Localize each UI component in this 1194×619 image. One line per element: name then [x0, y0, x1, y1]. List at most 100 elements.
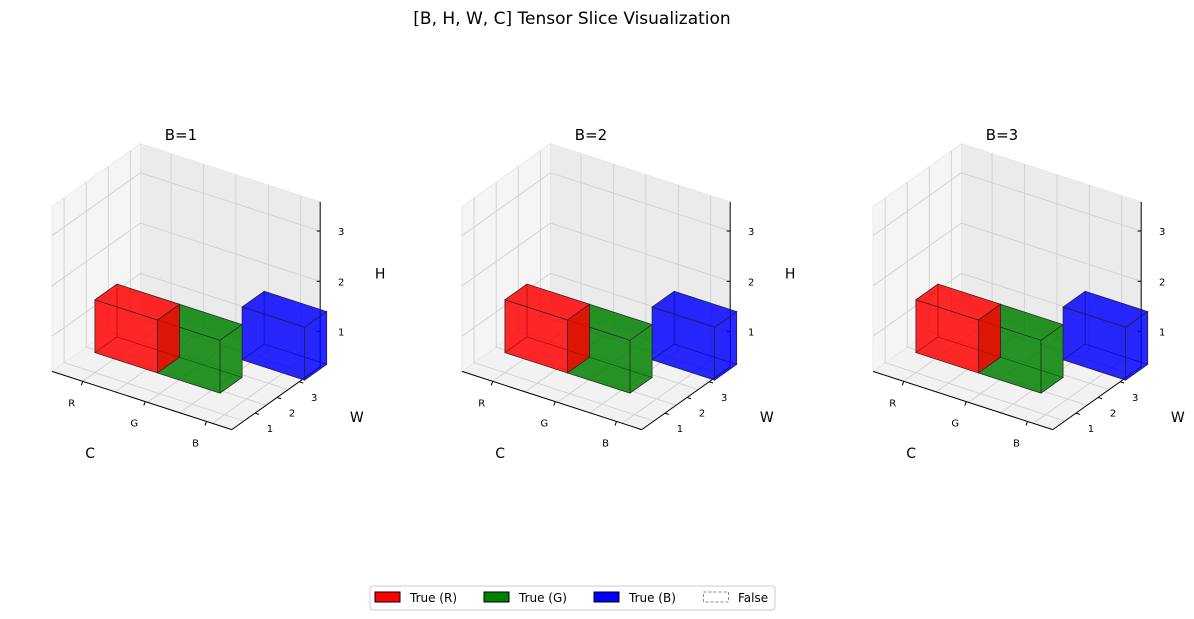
w-axis-label: W: [760, 410, 774, 426]
h-tick-label: 2: [748, 277, 754, 288]
c-tick-label: R: [889, 398, 896, 409]
w-tick-label: 3: [721, 393, 727, 404]
legend-swatch: [703, 591, 729, 603]
panel-title: B=2: [575, 126, 607, 144]
h-tick-label: 1: [338, 328, 344, 339]
legend-swatch: [593, 591, 620, 603]
panel-2: B=2 R G B 1 2 3 1 2 3 C W H: [461, 126, 796, 462]
legend-swatch: [374, 591, 401, 603]
c-axis-line: [872, 370, 1053, 431]
voxels: [504, 283, 738, 394]
gridline: [51, 222, 321, 287]
w-tick-label: 2: [1110, 408, 1116, 419]
legend-item: True (G): [483, 591, 567, 605]
voxel-face: [94, 283, 181, 321]
panel-title: B=1: [165, 126, 197, 144]
w-tick-mark: [664, 412, 670, 415]
c-tick-label: R: [68, 398, 75, 409]
voxel-face: [504, 283, 591, 321]
c-tick-mark: [1025, 421, 1028, 426]
h-axis-label: H: [785, 266, 796, 282]
w-tick-mark: [1075, 412, 1081, 415]
w-tick-mark: [254, 412, 260, 415]
c-tick-mark: [553, 401, 556, 406]
h-tick-label: 3: [748, 227, 754, 238]
w-tick-label: 3: [1132, 393, 1138, 404]
gridline: [872, 172, 1142, 236]
legend-item: False: [703, 591, 768, 605]
voxel-face: [915, 283, 1002, 321]
c-tick-mark: [964, 401, 967, 406]
c-tick-mark: [490, 381, 494, 386]
c-axis-line: [461, 370, 642, 431]
gridline: [51, 172, 321, 236]
c-tick-mark: [143, 401, 146, 406]
c-tick-label: R: [478, 398, 485, 409]
gridline: [461, 172, 731, 236]
voxel-face: [651, 290, 738, 328]
figure-title: [B, H, W, C] Tensor Slice Visualization: [413, 9, 730, 29]
w-tick-label: 1: [267, 424, 273, 435]
c-tick-label: B: [1013, 438, 1020, 449]
voxels: [915, 283, 1149, 394]
w-tick-label: 1: [677, 424, 683, 435]
c-tick-label: B: [192, 438, 199, 449]
c-tick-label: G: [130, 419, 138, 430]
c-tick-label: G: [951, 419, 959, 430]
gridline: [872, 222, 1142, 287]
h-tick-label: 3: [1159, 227, 1165, 238]
c-axis-label: C: [906, 446, 916, 462]
voxel-face: [1062, 290, 1149, 328]
h-tick-label: 2: [1159, 277, 1165, 288]
w-tick-mark: [709, 381, 714, 384]
w-axis-label: W: [1171, 410, 1185, 426]
panel-1: B=1 R G B 1 2 3 1 2 3 C W H: [51, 126, 386, 462]
c-tick-label: G: [540, 419, 548, 430]
w-axis-label: W: [350, 410, 364, 426]
legend-label: True (R): [409, 591, 457, 605]
h-tick-label: 2: [338, 277, 344, 288]
w-tick-label: 2: [699, 408, 705, 419]
c-tick-mark: [80, 381, 84, 386]
voxel-face: [241, 290, 328, 328]
c-tick-mark: [204, 421, 207, 426]
voxels: [94, 283, 328, 394]
voxel-R-H1-W1: [915, 283, 1002, 374]
h-tick-label: 1: [748, 328, 754, 339]
w-tick-mark: [276, 396, 282, 400]
c-tick-mark: [901, 381, 905, 386]
legend-item: True (R): [374, 591, 457, 605]
w-tick-mark: [1120, 381, 1125, 384]
voxel-B-H2-W2: [1062, 290, 1149, 381]
w-tick-mark: [686, 396, 692, 400]
c-tick-label: B: [602, 438, 609, 449]
w-tick-mark: [1097, 396, 1103, 400]
gridline: [63, 197, 245, 422]
voxel-B-H2-W2: [651, 290, 738, 381]
legend-frame: [369, 585, 776, 611]
w-tick-label: 3: [311, 393, 317, 404]
h-tick-label: 1: [1159, 328, 1165, 339]
c-axis-label: C: [85, 446, 95, 462]
voxel-R-H1-W1: [504, 283, 591, 374]
gridline: [884, 197, 1066, 422]
panel-3: B=3RGB123123CWH: [872, 126, 1185, 462]
legend: True (R) True (G) True (B) False: [369, 585, 776, 611]
legend-swatch: [483, 591, 510, 603]
voxel-B-H2-W2: [241, 290, 328, 381]
legend-item: True (B): [593, 591, 676, 605]
gridline: [473, 197, 655, 422]
voxel-R-H1-W1: [94, 283, 181, 374]
legend-label: True (G): [518, 591, 567, 605]
gridline: [461, 222, 731, 287]
h-tick-label: 3: [338, 227, 344, 238]
legend-label: True (B): [628, 591, 676, 605]
c-axis-label: C: [495, 446, 505, 462]
panels: B=1 R G B 1 2 3 1 2 3 C W H B=2 R G B 1 2 3 1 2 3 C W H B=3 R G B 1 2 3 1…: [51, 126, 1185, 462]
legend-label: False: [738, 591, 768, 605]
c-axis-line: [51, 370, 232, 431]
h-axis-label: H: [375, 266, 386, 282]
w-tick-mark: [299, 381, 304, 384]
w-tick-label: 1: [1088, 424, 1094, 435]
